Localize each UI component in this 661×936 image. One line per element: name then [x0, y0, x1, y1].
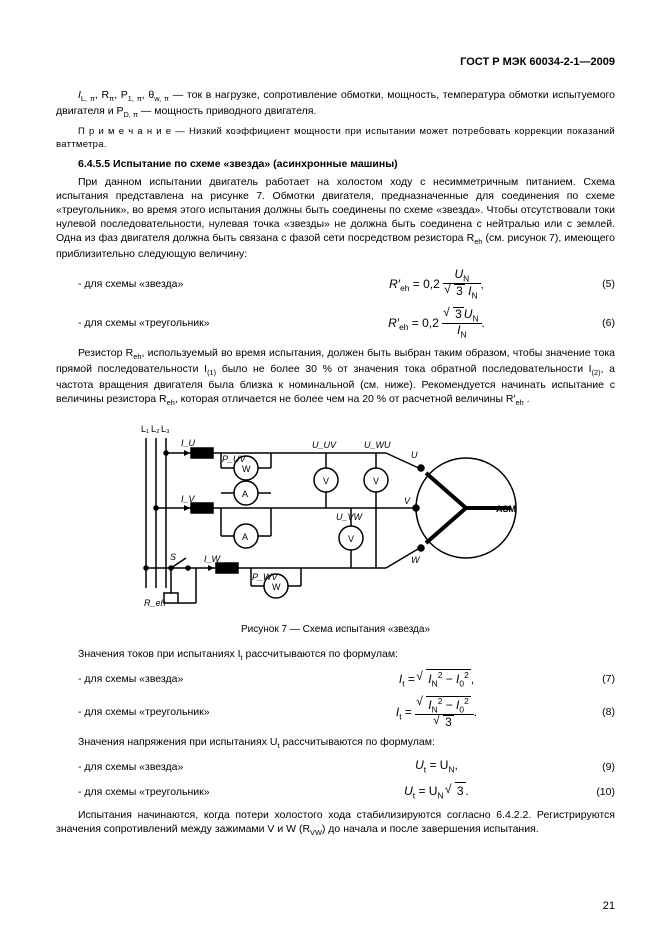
svg-text:V: V: [348, 534, 354, 544]
equation-10: - для схемы «треугольник» Ut = UN 3. (10…: [56, 782, 615, 802]
page-number: 21: [603, 899, 615, 914]
figure-7: L₁ L₂ L₃ I_U W P_UV A I_V A: [56, 418, 615, 617]
svg-text:P_UV: P_UV: [222, 454, 247, 464]
para-2: При данном испытании двигатель работает …: [56, 175, 615, 262]
section-title: 6.4.5.5 Испытание по схеме «звезда» (аси…: [56, 157, 615, 171]
svg-text:R_eh: R_eh: [144, 598, 166, 608]
svg-text:U: U: [411, 450, 418, 460]
figure-7-caption: Рисунок 7 — Схема испытания «звезда»: [56, 623, 615, 637]
svg-text:L₂: L₂: [151, 424, 160, 434]
svg-text:A: A: [242, 532, 248, 542]
para-5: Значения напряжения при испытаниях Ut ра…: [56, 735, 615, 751]
para-4: Значения токов при испытаниях It рассчит…: [56, 647, 615, 663]
svg-text:S: S: [170, 552, 176, 562]
svg-text:A: A: [242, 489, 248, 499]
svg-text:L₁: L₁: [141, 424, 149, 434]
svg-text:P_WV: P_WV: [252, 572, 279, 582]
equation-6: - для схемы «треугольник» R′eh = 0,2 3UN…: [56, 307, 615, 340]
svg-text:W: W: [242, 464, 251, 474]
note-1: П р и м е ч а н и е — Низкий коэффициент…: [56, 126, 615, 152]
equation-5: - для схемы «звезда» R′eh = 0,2 UN3 IN, …: [56, 268, 615, 301]
doc-header: ГОСТ Р МЭК 60034-2-1—2009: [56, 55, 615, 70]
svg-text:U_UV: U_UV: [312, 440, 337, 450]
svg-text:U_WU: U_WU: [364, 440, 391, 450]
para-3: Резистор Reh, используемый во время испы…: [56, 346, 615, 408]
para-6: Испытания начинаются, когда потери холос…: [56, 808, 615, 838]
para-1: IL, π, Rπ, P1, π, θw, π — ток в нагрузке…: [56, 88, 615, 120]
equation-9: - для схемы «звезда» Ut = UN, (9): [56, 757, 615, 776]
svg-text:V: V: [323, 476, 329, 486]
svg-text:V: V: [404, 496, 411, 506]
svg-text:I_U: I_U: [181, 438, 196, 448]
svg-text:U_VW: U_VW: [336, 512, 364, 522]
equation-7: - для схемы «звезда» It = IN2 − I02, (7): [56, 669, 615, 690]
svg-text:W: W: [411, 555, 421, 565]
equation-8: - для схемы «треугольник» It = IN2 − I02…: [56, 696, 615, 730]
svg-text:W: W: [272, 582, 281, 592]
svg-text:L₃: L₃: [161, 424, 170, 434]
svg-text:V: V: [373, 476, 379, 486]
